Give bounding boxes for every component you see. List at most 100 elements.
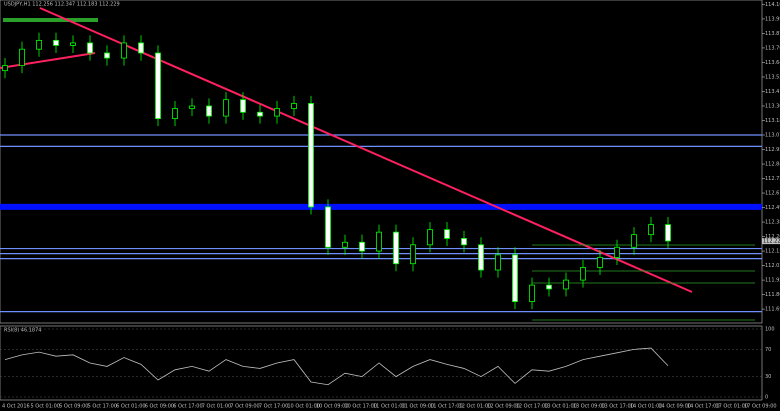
current-price-box: [762, 238, 780, 245]
y-tick-label: 111.690: [765, 307, 780, 313]
candle-body: [36, 39, 42, 50]
candle-body: [529, 284, 535, 302]
candle-body: [206, 105, 212, 117]
x-tick-label: 13 Oct 01:00: [544, 404, 577, 410]
y-tick-label: 113.415: [765, 89, 780, 95]
y-tick-label: 112.840: [765, 162, 780, 168]
candle-body: [614, 246, 620, 258]
candle-body: [580, 267, 586, 281]
y-tick-label: 112.725: [765, 176, 780, 182]
candle-body: [597, 256, 603, 268]
x-tick-label: 7 Oct 17:00: [259, 404, 288, 410]
current-price: 112.229: [763, 239, 780, 245]
rsi-panel: [0, 325, 763, 401]
candle-body: [563, 279, 569, 290]
candle-body: [393, 231, 399, 265]
candle-body: [546, 284, 552, 290]
y-tick-label: 111.805: [765, 292, 780, 298]
candle-body: [172, 108, 178, 120]
layers: [0, 134, 762, 313]
x-tick-label: 12 Oct 09:00: [487, 404, 520, 410]
rsi-tick-label: 100: [765, 327, 775, 333]
candle-body: [665, 224, 671, 242]
x-tick-label: 17 Oct 01:00: [715, 404, 748, 410]
candle-body: [444, 229, 450, 239]
candle-body: [308, 103, 314, 208]
y-tick-label: 112.035: [765, 263, 780, 269]
x-tick-label: 11 Oct 17:00: [430, 404, 463, 410]
x-tick-label: 4 Oct 2016: [2, 404, 30, 410]
chart-title: USDJPY,H1 112.256 112.347 112.183 112.22…: [4, 2, 120, 8]
candle-body: [121, 42, 127, 59]
y-tick-label: 113.530: [765, 74, 780, 80]
candle-body: [376, 231, 382, 252]
y-tick-label: 113.875: [765, 31, 780, 37]
candle-body: [138, 42, 144, 54]
candle-body: [461, 238, 467, 246]
rsi-tick-label: 30: [765, 374, 771, 380]
x-tick-label: 10 Oct 01:00: [287, 404, 320, 410]
x-tick-label: 6 Oct 01:00: [116, 404, 145, 410]
candle-body: [274, 108, 280, 117]
y-tick-label: 113.300: [765, 103, 780, 109]
candle-body: [325, 206, 331, 248]
x-tick-label: 10 Oct 17:00: [344, 404, 377, 410]
y-tick-label: 112.495: [765, 205, 780, 211]
main-panel: [0, 0, 763, 324]
rsi-line: [4, 347, 669, 386]
candle-body: [223, 99, 229, 117]
x-tick-label: 11 Oct 09:00: [402, 404, 435, 410]
candle-body: [87, 42, 93, 54]
y-tick-label: 112.610: [765, 191, 780, 197]
candle-body: [104, 52, 110, 59]
x-tick-label: 11 Oct 01:00: [373, 404, 406, 410]
x-tick-label: 13 Oct 17:00: [601, 404, 634, 410]
x-tick-label: 7 Oct 09:00: [230, 404, 259, 410]
candle-body: [19, 48, 25, 67]
candle-body: [359, 241, 365, 252]
y-tick-label: 112.150: [765, 249, 780, 255]
y-tick-label: 113.760: [765, 45, 780, 51]
candle-body: [648, 224, 654, 236]
x-tick-label: 13 Oct 09:00: [573, 404, 606, 410]
candle-body: [512, 254, 518, 302]
x-tick-label: 10 Oct 09:00: [316, 404, 349, 410]
candle-body: [291, 103, 297, 109]
candle-body: [257, 111, 263, 117]
trend-line: [0, 52, 96, 69]
x-tick-label: 14 Oct 09:00: [658, 404, 691, 410]
y-tick-label: 114.105: [765, 2, 780, 8]
rsi-title: RSI(8) 46.1874: [4, 328, 41, 334]
y-tick-label: 113.645: [765, 60, 780, 66]
x-tick-label: 5 Oct 09:00: [59, 404, 88, 410]
candle-body: [495, 254, 501, 271]
rsi-tick-label: 0: [765, 395, 768, 401]
x-tick-label: 5 Oct 17:00: [88, 404, 117, 410]
candle-body: [240, 99, 246, 113]
x-tick-label: 12 Oct 01:00: [459, 404, 492, 410]
y-tick-label: 113.070: [765, 133, 780, 139]
y-tick-label: 112.955: [765, 147, 780, 153]
candle-body: [155, 52, 161, 120]
candle-body: [410, 244, 416, 265]
y-tick-label: 112.265: [765, 234, 780, 240]
candle-body: [2, 65, 8, 72]
candle-body: [189, 105, 195, 109]
candle-body: [631, 234, 637, 248]
x-tick-label: 14 Oct 17:00: [687, 404, 720, 410]
x-tick-label: 5 Oct 01:00: [31, 404, 60, 410]
candle-body: [478, 244, 484, 271]
candle-body: [427, 229, 433, 246]
y-tick-label: 112.380: [765, 220, 780, 226]
x-tick-label: 7 Oct 01:00: [202, 404, 231, 410]
y-tick-label: 111.920: [765, 278, 780, 284]
rsi-tick-label: 70: [765, 347, 771, 353]
candle-body: [70, 42, 76, 46]
candle-body: [53, 39, 59, 46]
x-tick-label: 6 Oct 17:00: [173, 404, 202, 410]
y-tick-label: 113.185: [765, 118, 780, 124]
x-tick-label: 14 Oct 01:00: [630, 404, 663, 410]
y-tick-label: 113.990: [765, 16, 780, 22]
